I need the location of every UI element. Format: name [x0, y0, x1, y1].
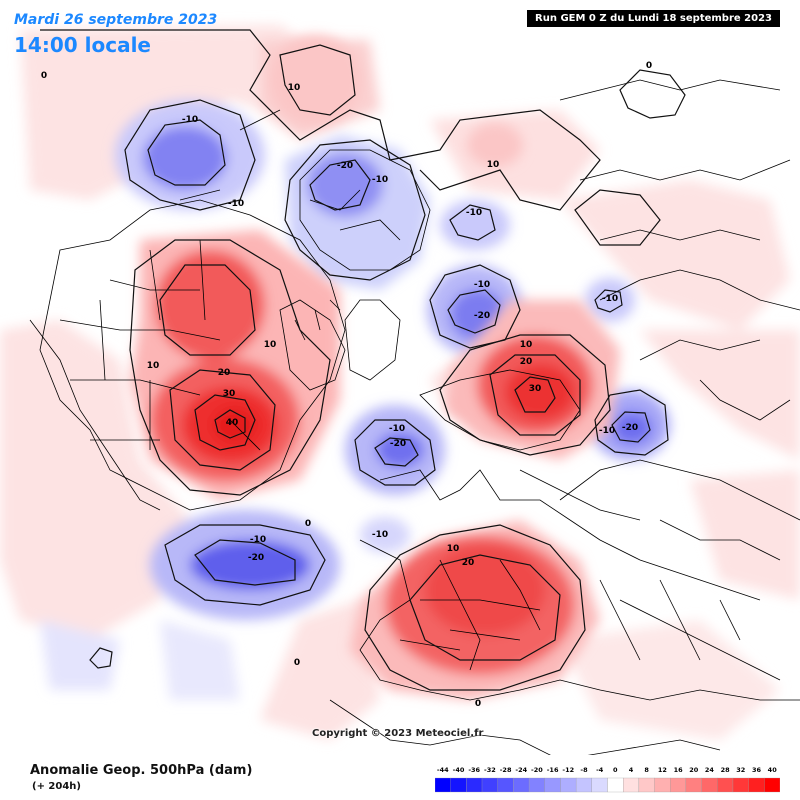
label-labrador-minus10: -10	[389, 424, 405, 434]
label-us-10: 10	[147, 361, 160, 371]
label-canada-30: 30	[223, 389, 236, 399]
run-info-banner: Run GEM 0 Z du Lundi 18 septembre 2023	[527, 10, 780, 27]
contour-labels: 0 10 -10 -10 -20 -10 10 -10 -10 -20 0 -1…	[41, 61, 652, 709]
legend-tick-label: -44	[437, 766, 449, 774]
legend-tick-label: 20	[689, 766, 699, 774]
label-polar-minus20: -20	[474, 311, 490, 321]
legend-tick-label: -40	[453, 766, 465, 774]
legend-tick-label: -24	[515, 766, 527, 774]
positive-anomalies	[130, 35, 620, 700]
legend-color-swatch	[623, 777, 640, 793]
legend-color-swatch	[497, 777, 514, 793]
label-greenland-10: 10	[520, 340, 533, 350]
map-title: Anomalie Geop. 500hPa (dam)	[30, 763, 253, 778]
label-canada-10: 10	[264, 340, 277, 350]
legend-color-swatch	[513, 777, 530, 793]
label-siberia-e-minus10: -10	[599, 426, 615, 436]
legend-tick-label: -28	[500, 766, 512, 774]
legend-tick-label: -32	[484, 766, 496, 774]
forecast-date: Mardi 26 septembre 2023	[14, 12, 218, 28]
label-canada-40: 40	[226, 418, 239, 428]
color-scale-legend: -44 -40 -36 -32 -28 -24 -20 -16 -12 -8 -4 0 4 8 12 16 20…	[435, 766, 780, 793]
forecast-lead-time: (+ 204h)	[32, 781, 81, 792]
label-atlantic-minus20: -20	[248, 553, 264, 563]
legend-color-swatch	[435, 777, 451, 793]
legend-color-swatch	[732, 777, 749, 793]
copyright-notice: Copyright © 2023 Meteociel.fr	[312, 728, 484, 739]
label-greenland-30: 30	[529, 384, 542, 394]
legend-tick-label: -4	[596, 766, 604, 774]
map-footer: Anomalie Geop. 500hPa (dam) (+ 204h) -44…	[0, 755, 800, 800]
label-siberia-e-minus20: -20	[622, 423, 638, 433]
label-arctic-minus10: -10	[466, 208, 482, 218]
coastlines	[29, 79, 800, 761]
label-atlantic-minus10-b: -10	[372, 530, 388, 540]
label-greenland-20: 20	[520, 357, 533, 367]
label-bering-minus10: -10	[182, 115, 198, 125]
label-canada-20: 20	[218, 368, 231, 378]
label-n-pacific-10: 10	[288, 83, 301, 93]
legend-tick-label: -12	[562, 766, 574, 774]
legend-color-swatch	[450, 777, 467, 793]
legend-color-swatch	[481, 777, 498, 793]
legend-color-swatch	[670, 777, 687, 793]
legend-tick-label: 0	[613, 766, 618, 774]
legend-tick-label: -20	[531, 766, 543, 774]
legend-color-swatch	[607, 777, 624, 793]
label-arctic-10: 10	[487, 160, 500, 170]
legend-color-swatch	[466, 777, 483, 793]
legend-color-swatch	[764, 777, 780, 793]
label-europe-0: 0	[294, 658, 300, 668]
legend-tick-label: 28	[721, 766, 731, 774]
legend-color-swatch	[560, 777, 577, 793]
legend-color-swatch	[654, 777, 671, 793]
label-asia-minus10: -10	[602, 294, 618, 304]
label-labrador-minus20: -20	[390, 439, 406, 449]
label-top-left-0: 0	[41, 71, 47, 81]
legend-color-swatch	[638, 777, 655, 793]
legend-color-swatch	[685, 777, 702, 793]
weak-anomaly-shading	[0, 25, 800, 740]
label-europe-20: 20	[462, 558, 475, 568]
label-bering-minus10-b: -10	[228, 199, 244, 209]
legend-tick-label: -36	[468, 766, 480, 774]
legend-color-swatch	[544, 777, 561, 793]
legend-tick-label: -16	[547, 766, 559, 774]
label-polar-minus10: -10	[474, 280, 490, 290]
forecast-local-time: 14:00 locale	[14, 33, 151, 57]
legend-tick-label: -8	[580, 766, 588, 774]
legend-color-swatch	[575, 777, 592, 793]
legend-color-swatch	[528, 777, 545, 793]
legend-tick-label: 4	[629, 766, 634, 774]
legend-tick-label: 16	[674, 766, 684, 774]
legend-tick-label: 8	[644, 766, 649, 774]
label-pacific-0: 0	[305, 519, 311, 529]
label-africa-0: 0	[475, 699, 481, 709]
legend-tick-label: 12	[658, 766, 667, 774]
legend-tick-label: 32	[736, 766, 745, 774]
label-siberia-minus10: -10	[372, 175, 388, 185]
legend-color-swatch	[717, 777, 734, 793]
legend-color-swatch	[591, 777, 608, 793]
contour-lines	[40, 29, 686, 691]
label-asia-0: 0	[646, 61, 652, 71]
legend-color-swatch	[748, 777, 765, 793]
legend-tick-label: 40	[768, 766, 778, 774]
legend-color-swatch	[701, 777, 718, 793]
label-europe-10: 10	[447, 544, 460, 554]
label-atlantic-minus10: -10	[250, 535, 266, 545]
label-siberia-minus20: -20	[337, 161, 353, 171]
legend-tick-label: 36	[752, 766, 762, 774]
legend-tick-label: 24	[705, 766, 715, 774]
